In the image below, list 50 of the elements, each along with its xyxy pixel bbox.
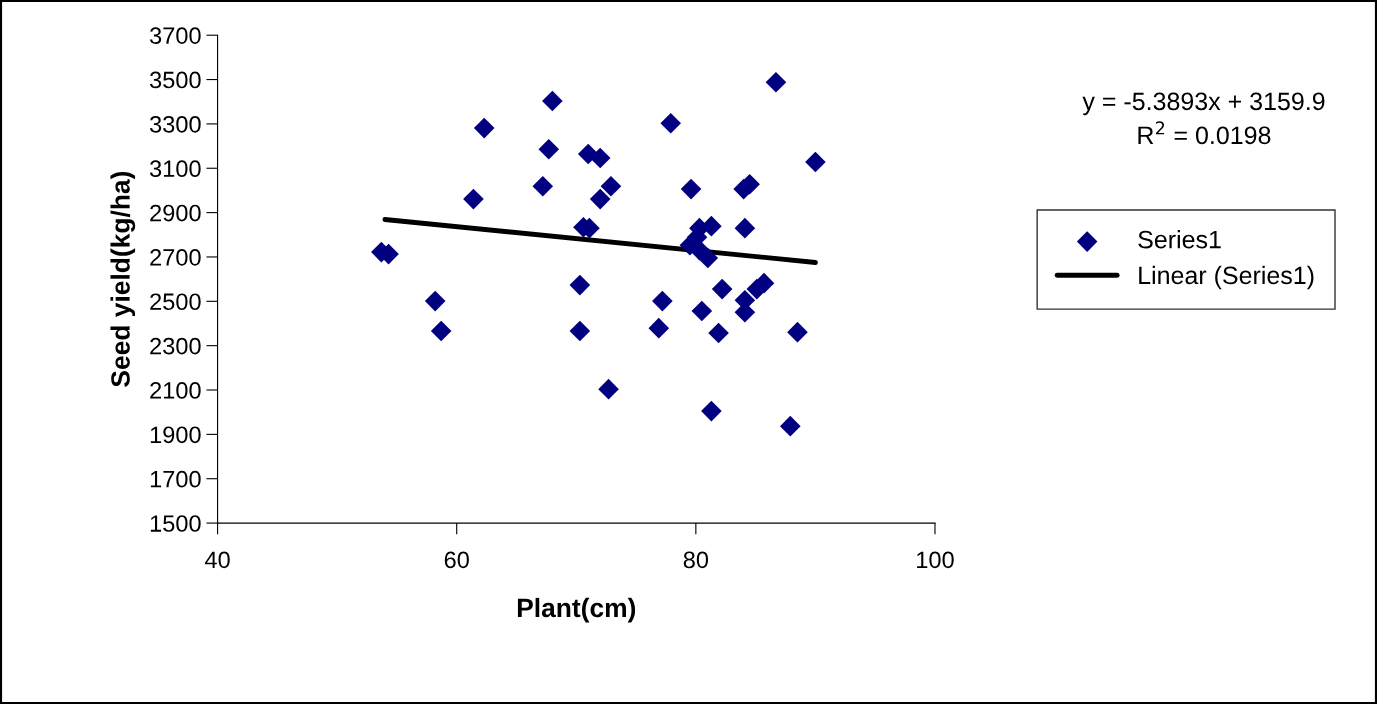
- y-tick-label: 2300: [150, 337, 201, 355]
- y-tick-label: 1700: [150, 470, 201, 488]
- point: [780, 415, 801, 437]
- point: [542, 90, 563, 112]
- point: [600, 175, 622, 197]
- y-tick-label: 2900: [150, 204, 201, 222]
- y-axis-title: Seed yield(kg/ha): [110, 171, 136, 387]
- point: [697, 247, 719, 269]
- point: [701, 215, 722, 237]
- point: [765, 71, 787, 93]
- x-tick-label: 100: [917, 551, 954, 569]
- y-tick-label: 3700: [149, 27, 201, 44]
- y-tick-label: 1900: [150, 426, 201, 444]
- point: [589, 188, 611, 210]
- point: [532, 175, 554, 197]
- text: R$^{2}$ = 0.0198: [1138, 121, 1271, 145]
- point: [648, 317, 670, 339]
- point: [708, 322, 729, 344]
- y-tick-label: 2100: [150, 382, 201, 399]
- point: [787, 321, 808, 343]
- x-tick-label: 60: [444, 551, 469, 569]
- x-tick-label: 40: [204, 551, 230, 569]
- legend-label: Linear (Series1): [1139, 265, 1314, 290]
- point: [569, 274, 591, 296]
- point: [652, 290, 673, 312]
- y-tick-label: 2700: [150, 249, 201, 266]
- point: [680, 178, 702, 200]
- y-tick-label: 3300: [149, 115, 201, 133]
- point: [589, 147, 611, 169]
- x-tick-label: 80: [683, 551, 709, 569]
- y-tick-label: 1500: [150, 515, 201, 532]
- point: [538, 138, 560, 160]
- x-axis-title: Plant(cm): [517, 597, 636, 623]
- point: [598, 378, 619, 400]
- point: [430, 320, 452, 342]
- point: [701, 400, 722, 422]
- point: [734, 217, 756, 239]
- point: [473, 117, 495, 139]
- point: [569, 320, 591, 342]
- point: [691, 300, 713, 322]
- point: [711, 278, 733, 300]
- y-tick-label: 3500: [149, 71, 201, 89]
- point: [805, 151, 826, 173]
- text: y = -5.3893x + 3159.9: [1082, 92, 1325, 116]
- point: [424, 290, 446, 312]
- y-tick-label: 3100: [149, 160, 201, 178]
- y-tick-label: 2500: [150, 293, 201, 311]
- point: [660, 112, 682, 134]
- legend-label: Series1: [1138, 230, 1221, 249]
- point: [463, 188, 484, 210]
